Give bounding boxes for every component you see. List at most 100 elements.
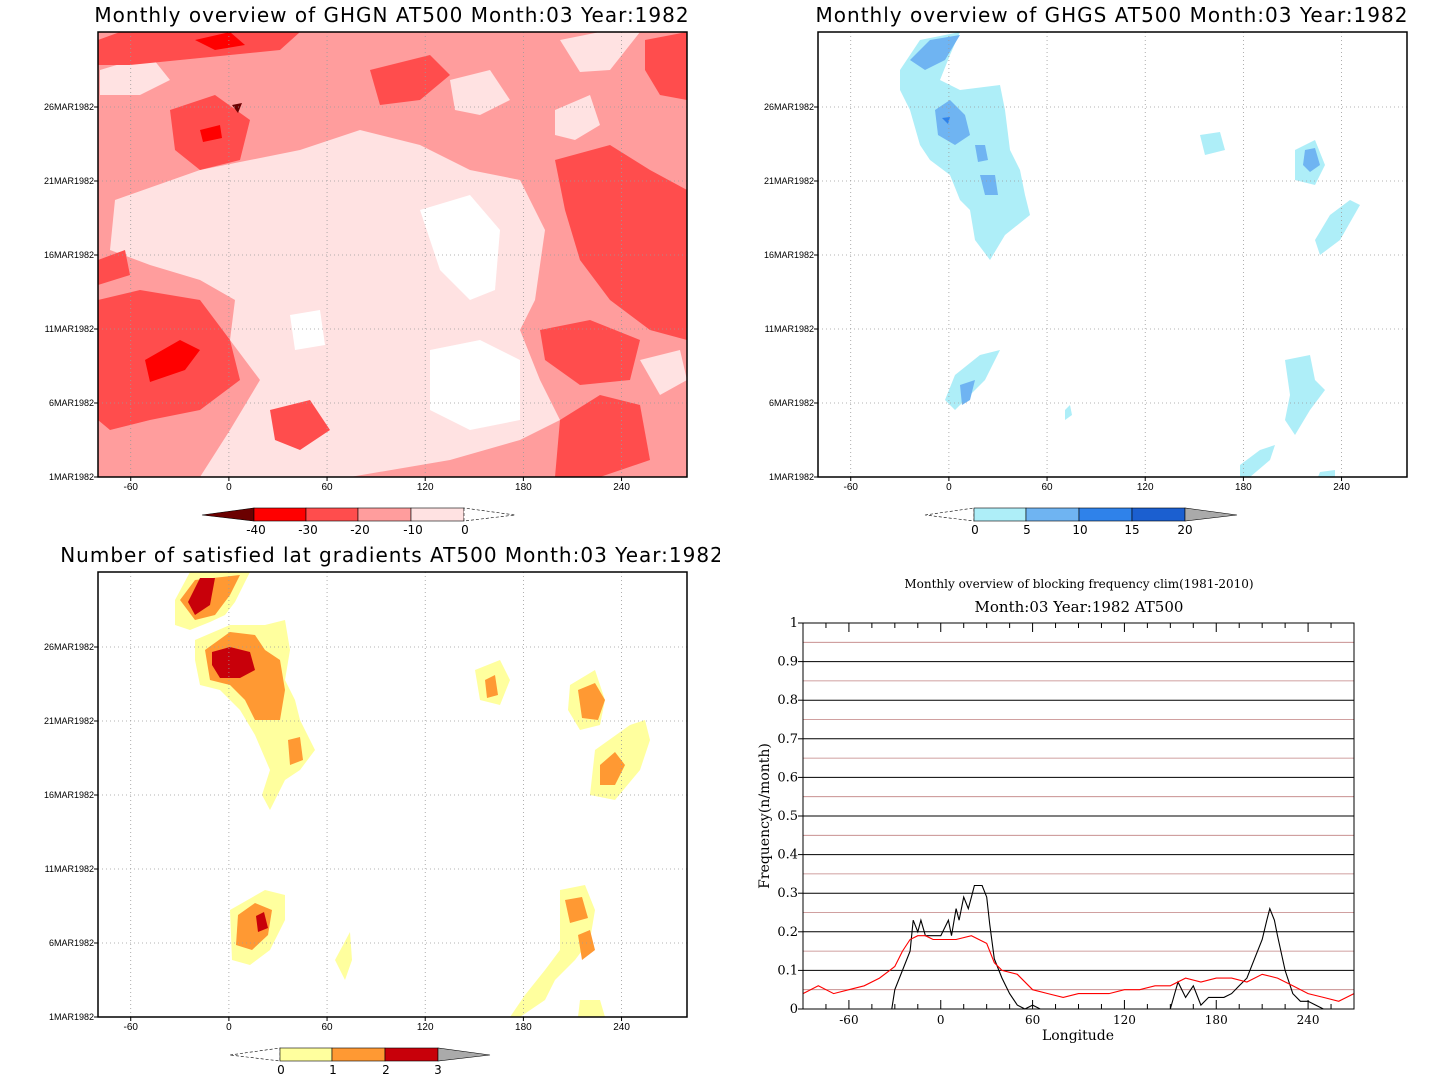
x-tick-label: -60 [123, 482, 138, 493]
y-tick-label: 26MAR1982 [764, 102, 814, 112]
ghgn-x-ticks: -60 0 60 120 180 240 [123, 482, 630, 493]
cb-label: 1 [329, 1063, 337, 1077]
satgrad-colorbar: 0 1 2 3 [229, 1047, 491, 1077]
y-tick-label: 16MAR1982 [764, 250, 814, 260]
ghgn-title: Monthly overview of GHGN AT500 Month:03 … [94, 3, 689, 27]
cb-label: -40 [246, 523, 266, 537]
ghgn-panel: Monthly overview of GHGN AT500 Month:03 … [0, 0, 720, 545]
x-tick-label: 120 [417, 482, 434, 493]
cb-label: -10 [403, 523, 423, 537]
y-tick-label: 21MAR1982 [764, 176, 814, 186]
cb-label: 5 [1023, 523, 1031, 537]
x-tick-label: 240 [1297, 1013, 1320, 1027]
series-line-climatology [802, 935, 1355, 1002]
y-tick-label: 0.3 [777, 886, 798, 901]
x-tick-label: 60 [321, 1022, 333, 1033]
y-tick-label: 6MAR1982 [49, 938, 94, 948]
x-tick-label: 0 [226, 1022, 232, 1033]
y-tick-label: 1MAR1982 [49, 472, 94, 482]
x-tick-label: -60 [123, 1022, 138, 1033]
y-tick-label: 16MAR1982 [44, 250, 94, 260]
y-tick-label: 0.9 [777, 655, 798, 670]
blockfreq-subtitle: Month:03 Year:1982 AT500 [975, 598, 1184, 616]
satgrad-x-ticks: -60 0 60 120 180 240 [123, 1022, 630, 1033]
ghgs-panel: Monthly overview of GHGS AT500 Month:03 … [720, 0, 1440, 545]
x-tick-label: 60 [321, 482, 333, 493]
blockfreq-y-ticks: 0 0.1 0.2 0.3 0.4 0.5 0.6 0.7 0.8 0.9 1 [777, 616, 798, 1017]
y-tick-label: 21MAR1982 [44, 716, 94, 726]
blockfreq-panel: Monthly overview of blocking frequency c… [720, 545, 1440, 1091]
y-tick-label: 0.8 [777, 693, 798, 708]
satgrad-panel: Number of satisfied lat gradients AT500 … [0, 540, 720, 1091]
y-tick-label: 6MAR1982 [49, 398, 94, 408]
y-tick-label: 0.1 [777, 963, 798, 978]
blockfreq-chart: Monthly overview of blocking frequency c… [757, 577, 1355, 1044]
cb-label: 2 [382, 1063, 390, 1077]
x-tick-label: 0 [937, 1013, 945, 1027]
cb-label: 10 [1072, 523, 1087, 537]
x-tick-label: -60 [839, 1013, 858, 1027]
x-tick-label: 60 [1041, 482, 1053, 493]
x-tick-label: 180 [515, 482, 532, 493]
cb-label: 3 [434, 1063, 442, 1077]
cb-label: 0 [971, 523, 979, 537]
y-tick-label: 0 [790, 1002, 798, 1017]
y-tick-label: 0.4 [777, 848, 798, 863]
y-tick-label: 26MAR1982 [44, 102, 94, 112]
y-tick-label: 11MAR1982 [45, 864, 94, 874]
blockfreq-series [802, 884, 1355, 1010]
ghgs-field [818, 32, 1407, 477]
satgrad-title: Number of satisfied lat gradients AT500 … [60, 543, 720, 567]
ghgn-chart: Monthly overview of GHGN AT500 Month:03 … [44, 3, 689, 537]
ghgs-colorbar: 0 5 10 15 20 [924, 507, 1238, 537]
x-axis-label: Longitude [1042, 1028, 1114, 1044]
x-tick-label: 60 [1025, 1013, 1040, 1027]
y-tick-label: 0.6 [777, 770, 798, 785]
cb-label: 20 [1177, 523, 1192, 537]
x-tick-label: 120 [417, 1022, 434, 1033]
y-tick-label: 1 [790, 616, 798, 631]
ghgs-x-ticks: -60 0 60 120 180 240 [843, 482, 1350, 493]
y-tick-label: 11MAR1982 [45, 324, 94, 334]
x-tick-label: 120 [1113, 1013, 1136, 1027]
y-tick-label: 1MAR1982 [49, 1012, 94, 1022]
y-tick-label: 21MAR1982 [44, 176, 94, 186]
blockfreq-x-ticks: -60 0 60 120 180 240 [839, 1013, 1319, 1027]
cb-label: 0 [277, 1063, 285, 1077]
cb-label: -30 [298, 523, 318, 537]
series-line-observed [803, 884, 1354, 1010]
satgrad-field [98, 572, 687, 1017]
y-tick-label: 6MAR1982 [769, 398, 814, 408]
x-tick-label: 180 [1235, 482, 1252, 493]
y-tick-label: 0.2 [777, 925, 798, 940]
y-tick-label: 1MAR1982 [769, 472, 814, 482]
ghgn-y-ticks: 1MAR1982 6MAR1982 11MAR1982 16MAR1982 21… [44, 102, 94, 482]
x-tick-label: 240 [613, 1022, 630, 1033]
ghgs-chart: Monthly overview of GHGS AT500 Month:03 … [764, 3, 1409, 537]
cb-label: 0 [461, 523, 469, 537]
x-tick-label: 180 [1205, 1013, 1228, 1027]
y-axis-label: Frequency(n/month) [757, 743, 773, 889]
y-tick-label: 26MAR1982 [44, 642, 94, 652]
cb-label: 15 [1124, 523, 1139, 537]
x-tick-label: 240 [613, 482, 630, 493]
x-tick-label: 180 [515, 1022, 532, 1033]
x-tick-label: 240 [1333, 482, 1350, 493]
cb-label: -20 [350, 523, 370, 537]
satgrad-y-ticks: 1MAR1982 6MAR1982 11MAR1982 16MAR1982 21… [44, 642, 94, 1022]
y-tick-label: 11MAR1982 [765, 324, 814, 334]
x-tick-label: 0 [946, 482, 952, 493]
x-tick-label: 120 [1137, 482, 1154, 493]
y-tick-label: 0.7 [777, 732, 798, 747]
ghgn-colorbar: -40 -30 -20 -10 0 [201, 507, 516, 537]
ghgn-field [98, 32, 687, 477]
ghgs-y-ticks: 1MAR1982 6MAR1982 11MAR1982 16MAR1982 21… [764, 102, 814, 482]
ghgs-title: Monthly overview of GHGS AT500 Month:03 … [816, 3, 1409, 27]
blockfreq-grid [798, 622, 1355, 1010]
y-tick-label: 0.5 [777, 809, 798, 824]
satgrad-chart: Number of satisfied lat gradients AT500 … [44, 543, 720, 1077]
x-tick-label: -60 [843, 482, 858, 493]
blockfreq-title: Monthly overview of blocking frequency c… [904, 577, 1253, 591]
y-tick-label: 16MAR1982 [44, 790, 94, 800]
x-tick-label: 0 [226, 482, 232, 493]
